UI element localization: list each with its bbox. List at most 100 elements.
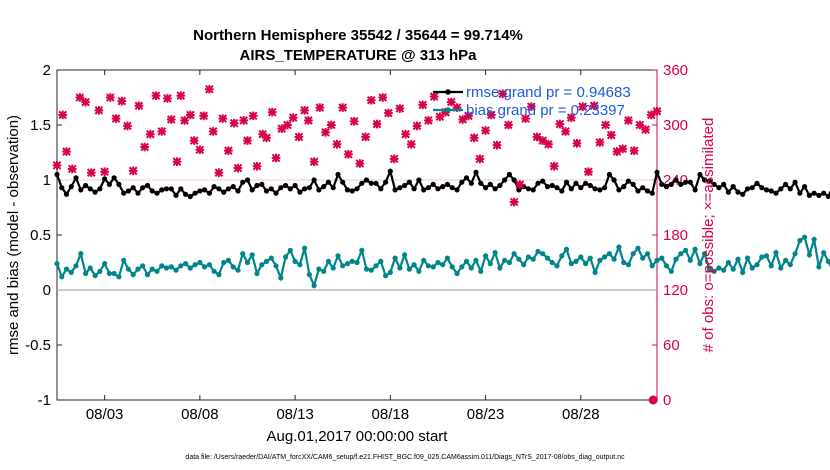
obs-marker xyxy=(349,117,359,126)
data-point xyxy=(92,189,98,195)
data-point xyxy=(821,250,827,256)
data-point xyxy=(763,187,770,193)
data-point xyxy=(144,272,151,278)
obs-marker xyxy=(326,120,336,130)
obs-marker xyxy=(384,108,393,118)
data-point xyxy=(440,262,446,268)
data-point xyxy=(644,188,651,194)
obs-marker xyxy=(469,133,479,143)
data-point xyxy=(535,180,541,186)
data-point xyxy=(306,185,312,191)
data-point xyxy=(144,182,151,189)
data-point xyxy=(387,269,393,275)
data-point xyxy=(283,254,289,260)
data-point xyxy=(654,169,660,175)
legend-label: bias grand pr = 0.23397 xyxy=(466,102,625,119)
obs-marker xyxy=(406,139,416,149)
data-point xyxy=(483,253,489,259)
data-point xyxy=(783,181,789,187)
data-point xyxy=(102,176,108,182)
obs-marker xyxy=(321,128,330,137)
data-point xyxy=(263,188,270,194)
data-point xyxy=(563,246,570,252)
data-point xyxy=(759,185,765,191)
obs-marker xyxy=(538,136,548,145)
data-point xyxy=(306,272,312,278)
data-point xyxy=(225,257,231,263)
data-point xyxy=(578,254,584,260)
x-tick-label: 08/23 xyxy=(467,406,505,423)
data-point xyxy=(597,257,603,263)
y-left-tick-label: 1 xyxy=(43,172,51,189)
data-point xyxy=(192,262,198,268)
obs-marker xyxy=(601,120,610,130)
data-point xyxy=(787,186,793,192)
obs-marker xyxy=(566,113,576,122)
data-point xyxy=(487,181,493,187)
series-bias xyxy=(54,234,830,289)
obs-marker xyxy=(304,116,313,125)
data-point xyxy=(311,283,317,289)
obs-marker xyxy=(283,120,292,130)
y-right-tick-label: 0 xyxy=(663,392,671,409)
data-point xyxy=(549,182,555,189)
obs-marker xyxy=(224,146,233,155)
data-point xyxy=(511,251,517,257)
data-point xyxy=(663,184,670,190)
data-point xyxy=(668,268,674,274)
y-right-tick-label: 360 xyxy=(663,62,688,79)
data-point xyxy=(106,181,112,187)
data-point xyxy=(135,190,141,196)
data-point xyxy=(383,273,389,279)
obs-marker xyxy=(624,116,633,125)
data-point xyxy=(606,171,613,178)
data-point xyxy=(416,268,422,274)
plot-area: -1-0.500.511.5206012018024030036008/0308… xyxy=(25,62,830,423)
obs-marker xyxy=(561,127,570,136)
data-point xyxy=(216,186,222,192)
x-tick-label: 08/13 xyxy=(276,406,314,423)
data-point xyxy=(163,186,170,192)
obs-marker xyxy=(572,139,582,148)
data-point xyxy=(121,257,127,263)
data-point xyxy=(792,251,798,257)
data-point xyxy=(283,182,289,189)
obs-marker xyxy=(106,93,115,102)
data-point xyxy=(411,262,417,268)
data-point xyxy=(244,259,251,266)
data-point xyxy=(683,247,689,253)
data-point xyxy=(221,259,227,266)
data-point xyxy=(702,251,708,257)
data-point xyxy=(221,189,227,195)
data-point xyxy=(621,259,627,266)
obs-marker xyxy=(271,153,281,163)
obs-marker xyxy=(401,129,410,139)
data-point xyxy=(311,177,317,183)
obs-marker xyxy=(372,119,382,129)
obs-marker xyxy=(315,103,325,112)
chart-title: Northern Hemisphere 35542 / 35644 = 99.7… xyxy=(193,27,523,44)
data-point xyxy=(602,254,608,260)
data-point xyxy=(292,258,298,264)
data-point xyxy=(730,184,736,190)
data-point xyxy=(206,262,212,268)
obs-marker xyxy=(492,140,502,150)
data-point xyxy=(211,184,217,190)
obs-marker xyxy=(366,95,376,105)
data-point xyxy=(573,180,579,186)
data-point xyxy=(735,256,741,262)
data-point xyxy=(97,268,103,274)
data-point xyxy=(197,188,203,194)
data-point xyxy=(659,255,665,261)
data-point xyxy=(716,265,722,271)
data-point xyxy=(59,274,65,280)
obs-marker xyxy=(486,110,496,120)
x-tick-label: 08/18 xyxy=(372,406,410,423)
data-point xyxy=(97,186,103,192)
data-point xyxy=(54,171,60,178)
data-point xyxy=(563,179,570,185)
obs-marker xyxy=(521,114,530,123)
data-point xyxy=(87,265,93,271)
data-point xyxy=(235,188,241,194)
data-point xyxy=(473,169,479,175)
